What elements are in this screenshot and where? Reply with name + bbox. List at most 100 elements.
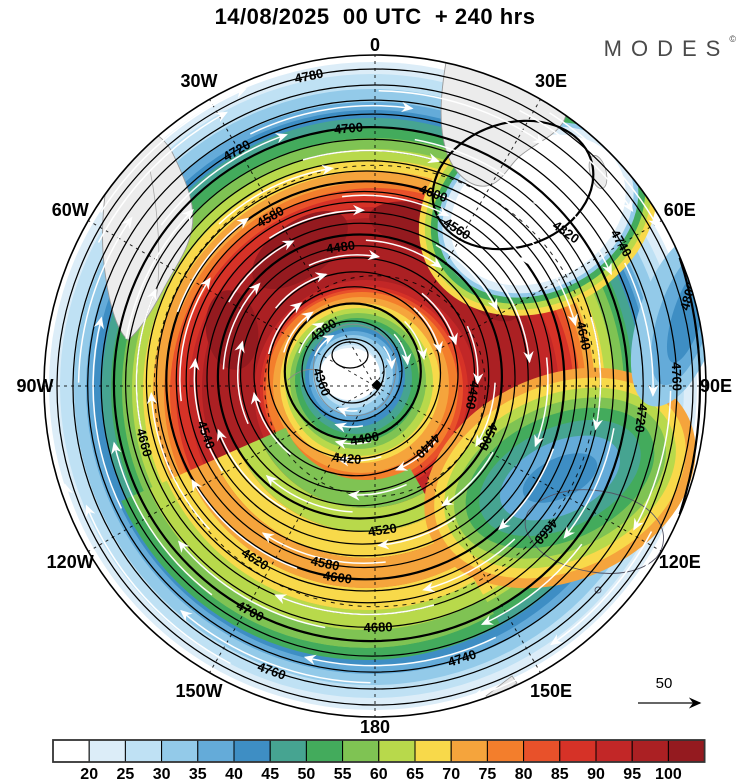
streamline — [177, 540, 326, 629]
meridian-label-90E: 90E — [700, 376, 732, 396]
streamline — [549, 112, 659, 229]
contour-label: 4640 — [573, 320, 594, 351]
contour-line — [228, 245, 490, 507]
colorbar-tick: 65 — [406, 766, 424, 782]
colorbar-cell — [161, 739, 199, 763]
colorbar: 20 25 30 35 40 45 50 55 60 65 70 75 80 85 90 95 100 — [52, 739, 706, 782]
streamline — [125, 208, 194, 339]
streamline — [308, 249, 381, 267]
streamline — [249, 101, 414, 135]
streamline — [222, 282, 261, 370]
trough-band — [522, 453, 598, 503]
colorbar-tick: 60 — [370, 766, 388, 782]
colorbar-tick: 85 — [551, 766, 569, 782]
meridian-labels: 0 30E 60E 90E 120E 150E 180 150W 120W 90W 60W 30W — [16, 35, 732, 737]
streamline — [250, 391, 291, 456]
contour-line — [253, 271, 459, 477]
streamline — [563, 428, 615, 539]
speed-band-sector — [186, 459, 464, 588]
colorbar-cell — [52, 739, 90, 763]
streamline — [283, 311, 314, 353]
meridian-line — [374, 385, 662, 552]
streamline — [85, 504, 231, 665]
colorbar-tick: 20 — [80, 766, 98, 782]
contour-label: 4780 — [293, 66, 324, 87]
contour-line-4800 — [678, 257, 702, 515]
contour-label: 4700 — [333, 119, 363, 136]
contour-label: 4600 — [322, 568, 353, 587]
colorbar-cell — [631, 739, 669, 763]
colorbar-cell — [450, 739, 488, 763]
streamline — [180, 609, 371, 684]
streamline — [523, 232, 578, 327]
streamline-layer — [63, 88, 672, 699]
streamline — [267, 302, 303, 355]
streamline — [471, 561, 650, 699]
meridian-label-0: 0 — [370, 35, 380, 55]
parallel-circle — [264, 275, 486, 497]
colorbar-cell — [414, 739, 452, 763]
contour-label: 4680 — [363, 619, 392, 635]
meridian-line — [88, 385, 376, 552]
meridian-label-180: 180 — [360, 717, 390, 737]
streamline — [268, 204, 365, 239]
colorbar-cell — [595, 739, 633, 763]
parallel-circle — [153, 164, 597, 608]
page-title: 14/08/2025 00 UTC + 240 hrs — [214, 4, 536, 29]
streamline — [498, 448, 555, 531]
streamline — [275, 272, 328, 309]
speed-band-max — [252, 210, 348, 290]
streamline — [475, 382, 496, 447]
streamline — [441, 451, 494, 507]
streamline — [146, 392, 211, 530]
contour-label: 4580 — [309, 553, 340, 574]
streamline — [265, 474, 353, 513]
contour-line — [72, 84, 678, 690]
pole-marker — [371, 379, 383, 391]
contour-line — [124, 138, 615, 628]
meridian-label-150W: 150W — [175, 681, 222, 701]
colorbar-tick: 100 — [655, 766, 682, 782]
contour-label: 4520 — [367, 520, 398, 539]
contour-layer — [56, 68, 702, 706]
streamline — [624, 262, 659, 397]
streamline — [501, 284, 534, 364]
streamline — [337, 455, 382, 467]
streamline — [234, 340, 249, 425]
streamline — [466, 325, 484, 385]
meridian-label-30E: 30E — [535, 71, 567, 91]
streamline — [519, 109, 634, 212]
contour-label: 4660 — [133, 427, 155, 459]
colorbar-tick: 70 — [442, 766, 460, 782]
modes-logo-mark: © — [729, 34, 736, 44]
contour-line — [283, 302, 422, 441]
colorbar-cell — [269, 739, 307, 763]
contour-line — [301, 320, 403, 422]
colorbar-tick: 95 — [623, 766, 641, 782]
colorbar-tick: 90 — [587, 766, 605, 782]
streamline — [92, 316, 123, 509]
contour-label: 4420 — [332, 450, 362, 467]
meridian-line — [88, 220, 376, 387]
colorbar-cell — [233, 739, 271, 763]
streamline — [336, 407, 358, 418]
meridian-line — [374, 220, 662, 387]
streamline — [377, 517, 456, 550]
streamline — [433, 191, 529, 265]
colorbar-tick: 45 — [261, 766, 279, 782]
streamline — [111, 441, 213, 596]
map-boundary — [43, 54, 707, 718]
streamline — [534, 357, 549, 448]
colorbar-tick: 35 — [189, 766, 207, 782]
contour-line — [185, 201, 541, 557]
streamline — [302, 149, 441, 164]
contour-line — [112, 126, 629, 643]
streamline — [274, 594, 435, 616]
meridian-label-120W: 120W — [47, 552, 94, 572]
streamline — [228, 240, 295, 303]
meridian-line — [374, 385, 541, 673]
colorbar-ticks: 20 25 30 35 40 45 50 55 60 65 70 75 80 85 90 95 100 — [80, 766, 682, 782]
streamline — [342, 194, 450, 217]
